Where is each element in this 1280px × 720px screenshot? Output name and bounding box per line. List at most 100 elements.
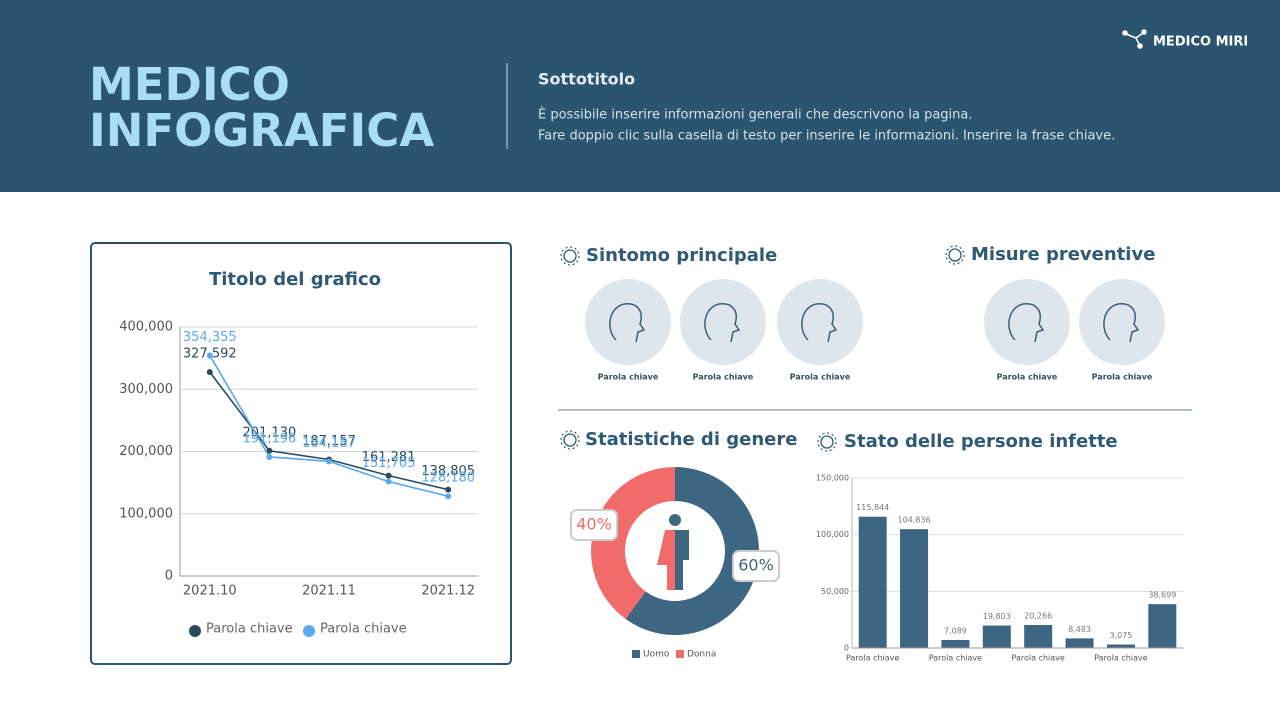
point [445, 486, 452, 493]
item-label: Parola chiave [997, 373, 1058, 382]
chart-title: Titolo del grafico [209, 269, 381, 290]
data-label: 7,089 [944, 626, 967, 635]
bar [1024, 625, 1053, 648]
heading-icon [945, 245, 965, 265]
x-tick-label: Parola chiave [1094, 654, 1147, 663]
data-label: 19,803 [983, 612, 1011, 621]
y-tick-label: 50,000 [821, 587, 849, 596]
legend-label: Parola chiave [206, 622, 293, 637]
icon [1103, 303, 1140, 343]
data-label: 60% [738, 556, 774, 575]
item-label: Parola chiave [598, 373, 659, 382]
x-tick-label: 2021.11 [302, 584, 356, 599]
icon-circle [1079, 279, 1165, 365]
y-tick-label: 400,000 [119, 320, 173, 335]
chart-title: Stato delle persone infette [844, 431, 1118, 452]
y-tick-label: 0 [844, 644, 849, 653]
bar [941, 639, 970, 648]
icon [609, 303, 646, 343]
description: È possibile inserire informazioni genera… [538, 107, 972, 123]
label-bubble [570, 509, 618, 541]
heading-icon [820, 435, 834, 449]
point [326, 458, 332, 465]
data-label: 151,705 [362, 456, 416, 471]
chart-title: Statistiche di genere [585, 429, 797, 450]
y-tick-label: 300,000 [119, 382, 173, 397]
bar [900, 529, 929, 648]
donut-slice [625, 467, 760, 635]
x-tick-label: 2021.10 [183, 584, 237, 599]
brand-icon [1122, 29, 1147, 49]
heading-icon [560, 246, 580, 266]
data-label: 184,187 [302, 436, 356, 451]
icon-circle [585, 279, 671, 365]
point [385, 472, 392, 479]
bar [982, 625, 1011, 648]
point [385, 478, 392, 485]
heading-icon [563, 249, 577, 263]
y-tick-label: 0 [165, 569, 173, 584]
data-label: 20,266 [1024, 612, 1052, 621]
data-label: 8,483 [1068, 625, 1091, 634]
y-tick-label: 100,000 [816, 530, 849, 539]
data-label: 104,836 [898, 516, 931, 525]
point [206, 352, 213, 359]
point [266, 453, 273, 460]
item-label: Parola chiave [1092, 373, 1153, 382]
person-body [657, 530, 675, 590]
person-body [675, 530, 689, 590]
heading-icon [563, 433, 577, 447]
subtitle: Sottotitolo [538, 70, 635, 89]
section-title: Sintomo principale [586, 245, 777, 266]
data-label: 187,157 [302, 434, 356, 449]
item-label: Parola chiave [790, 373, 851, 382]
icon [801, 303, 838, 343]
data-label: 40% [576, 515, 612, 534]
description: Fare doppio clic sulla casella di testo … [538, 129, 1115, 144]
chart-card [90, 242, 512, 665]
point [266, 447, 273, 454]
icon-circle [984, 279, 1070, 365]
legend-marker [632, 650, 640, 658]
data-label: 191,196 [243, 431, 297, 446]
data-label: 161,281 [362, 450, 416, 465]
donut-slice [591, 467, 675, 619]
header-band [0, 0, 1280, 192]
section-title: Misure preventive [971, 244, 1155, 265]
data-label: 354,355 [183, 330, 237, 345]
bar [858, 516, 887, 648]
bar [1065, 638, 1094, 648]
data-label: 38,699 [1148, 591, 1176, 600]
bar [1148, 604, 1177, 648]
page-title: MEDICO [89, 58, 290, 111]
heading-icon [948, 248, 962, 262]
icon-circle [680, 279, 766, 365]
label-bubble [732, 550, 780, 582]
legend-label: Donna [687, 650, 716, 660]
legend-marker [303, 625, 315, 637]
icon [704, 303, 741, 343]
data-label: 115,844 [856, 503, 889, 512]
data-label: 201,130 [243, 425, 297, 440]
data-label: 138,805 [421, 464, 475, 479]
heading-icon [560, 430, 580, 450]
heading-icon [817, 432, 837, 452]
data-label: 3,075 [1109, 631, 1132, 640]
legend-marker [189, 625, 201, 637]
x-tick-label: 2021.12 [421, 584, 475, 599]
y-tick-label: 100,000 [119, 506, 173, 521]
icon-circle [777, 279, 863, 365]
bar [1106, 644, 1135, 648]
person-head [669, 514, 681, 526]
page-title: INFOGRAFICA [89, 104, 434, 157]
y-tick-label: 200,000 [119, 444, 173, 459]
brand: MEDICO MIRI [1153, 35, 1248, 50]
x-tick-label: Parola chiave [929, 654, 982, 663]
legend-label: Uomo [643, 650, 670, 660]
y-tick-label: 150,000 [816, 474, 849, 483]
data-label: 128,180 [421, 471, 475, 486]
x-tick-label: Parola chiave [846, 654, 899, 663]
legend-marker [676, 650, 684, 658]
icon [1008, 303, 1045, 343]
